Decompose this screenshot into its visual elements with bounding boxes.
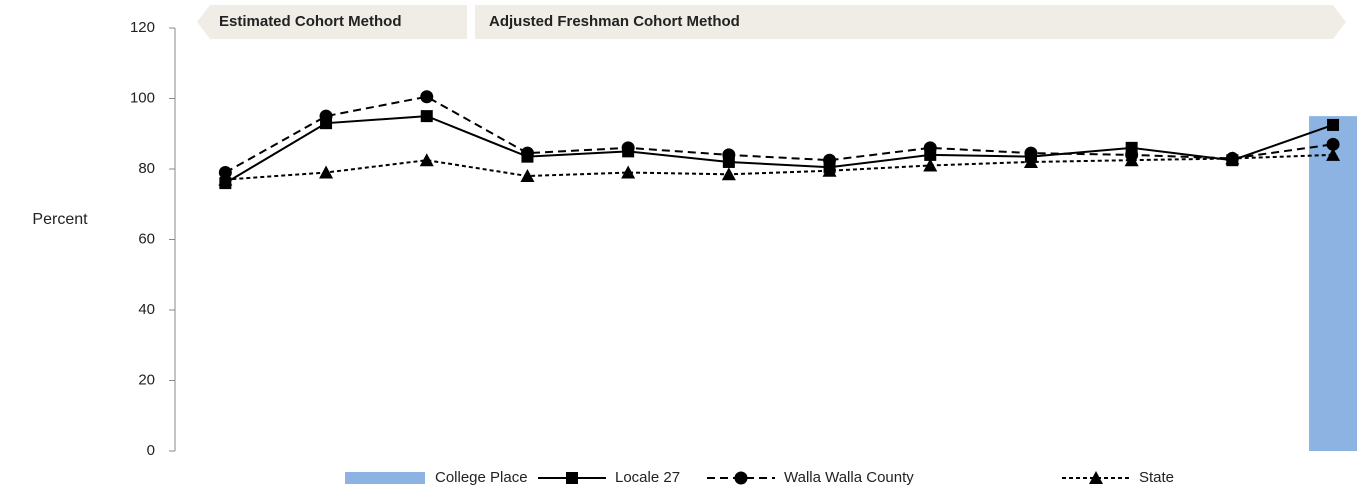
legend-marker [1089, 471, 1103, 484]
marker [319, 109, 333, 123]
marker [923, 141, 937, 155]
marker [1326, 137, 1340, 151]
y-tick-label: 60 [138, 230, 155, 247]
line [224, 95, 1334, 174]
legend-label: College Place [435, 469, 528, 486]
marker [621, 165, 636, 179]
banner-shape [475, 5, 1346, 39]
y-tick-label: 100 [130, 89, 155, 106]
marker [1024, 146, 1038, 160]
marker [721, 167, 736, 181]
marker [822, 163, 837, 177]
legend-marker [566, 472, 578, 484]
marker [722, 148, 736, 162]
marker [621, 141, 635, 155]
legend-label: Walla Walla County [784, 469, 914, 486]
y-axis-label: Percent [32, 211, 88, 228]
marker [1023, 154, 1038, 168]
marker [419, 153, 434, 167]
marker [1225, 151, 1240, 165]
marker [923, 158, 938, 172]
bar [1309, 116, 1358, 451]
marker [823, 153, 837, 167]
legend-marker [734, 471, 748, 485]
y-tick-label: 40 [138, 301, 155, 318]
legend-swatch [345, 472, 425, 484]
marker [218, 172, 233, 186]
line [225, 153, 1334, 181]
marker [520, 146, 534, 160]
y-tick-label: 0 [147, 442, 155, 459]
marker [218, 166, 232, 180]
y-tick-label: 80 [138, 160, 155, 177]
marker [1124, 153, 1139, 167]
banner-label: Estimated Cohort Method [219, 13, 402, 30]
marker [319, 165, 334, 179]
marker [420, 90, 434, 104]
marker [1327, 118, 1340, 131]
banner-shape [197, 5, 467, 39]
marker [420, 110, 433, 123]
marker [1326, 147, 1341, 161]
banner-label: Adjusted Freshman Cohort Method [489, 13, 740, 30]
line [224, 115, 1334, 184]
y-tick-label: 120 [130, 19, 155, 36]
legend-label: Locale 27 [615, 469, 680, 486]
y-tick-label: 20 [138, 371, 155, 388]
marker [520, 169, 535, 183]
legend-label: State [1139, 469, 1174, 486]
